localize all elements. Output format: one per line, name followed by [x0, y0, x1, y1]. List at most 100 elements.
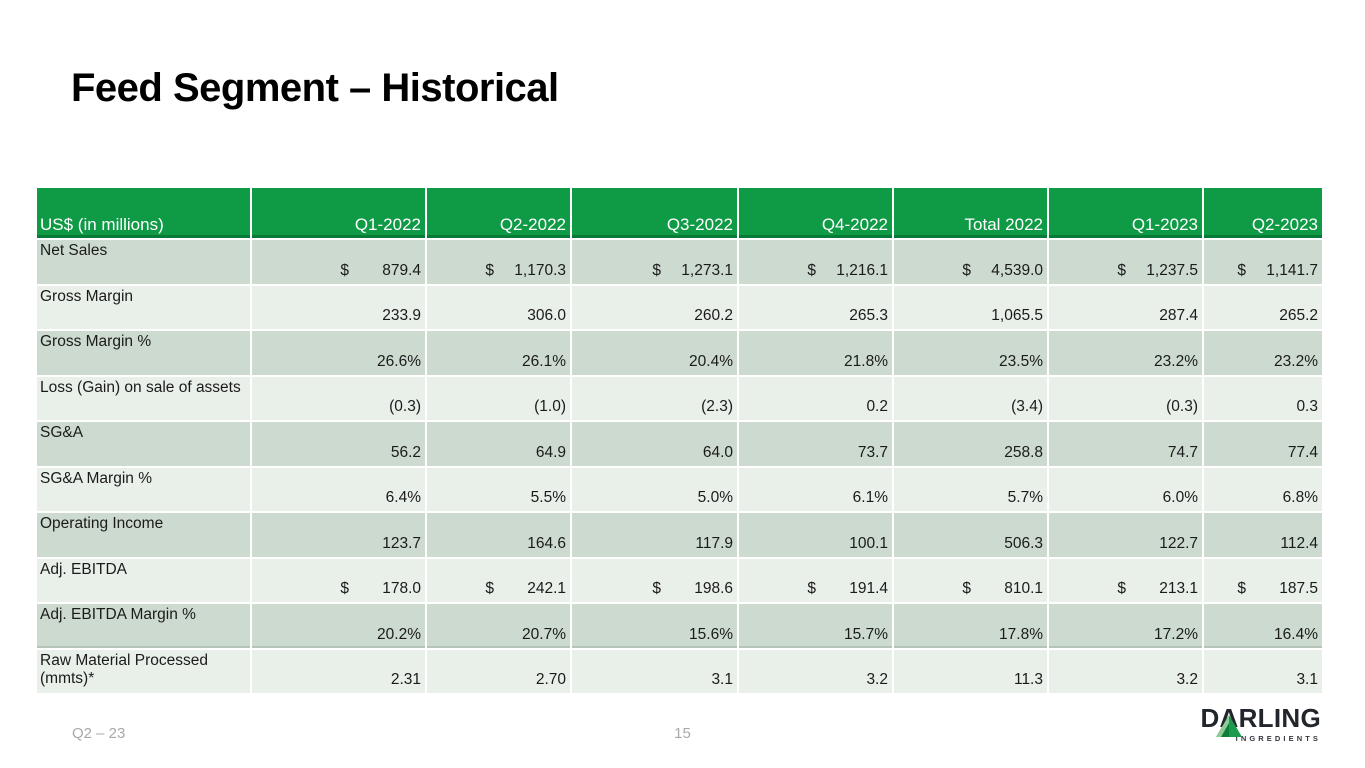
data-cell: 2.70 — [425, 647, 572, 695]
data-cell: 21.8% — [737, 329, 894, 377]
data-cell: $1,273.1 — [570, 238, 739, 286]
cell-value: 810.1 — [1004, 580, 1043, 597]
data-cell: 3.2 — [1047, 647, 1204, 695]
data-cell: 0.2 — [737, 374, 894, 422]
row-label: Gross Margin — [35, 283, 252, 331]
row-label: Loss (Gain) on sale of assets — [35, 374, 252, 422]
data-cell: (0.3) — [250, 374, 427, 422]
data-cell: 15.7% — [737, 602, 894, 650]
currency-symbol: $ — [652, 261, 661, 279]
data-cell: 20.2% — [250, 602, 427, 650]
table-row: Loss (Gain) on sale of assets (0.3) (1.0)(… — [35, 374, 1324, 422]
cell-value: 879.4 — [382, 261, 421, 279]
feed-segment-table: US$ (in millions) Q1-2022 Q2-2022 Q3-2022 Q4… — [35, 186, 1324, 695]
row-label: Operating Income — [35, 511, 252, 559]
row-label: Raw Material Processed (mmts)* — [35, 647, 252, 695]
row-label: Gross Margin % — [35, 329, 252, 377]
data-cell: 123.7 — [250, 511, 427, 559]
data-cell: 77.4 — [1202, 420, 1324, 468]
cell-value: 1,273.1 — [681, 261, 733, 279]
currency-symbol: $ — [652, 580, 661, 597]
data-cell: 56.2 — [250, 420, 427, 468]
data-cell: 17.8% — [892, 602, 1049, 650]
data-cell: 122.7 — [1047, 511, 1204, 559]
data-cell: 6.8% — [1202, 465, 1324, 513]
data-cell: 23.2% — [1202, 329, 1324, 377]
data-cell: 6.4% — [250, 465, 427, 513]
cell-value: 198.6 — [694, 580, 733, 597]
data-cell: $213.1 — [1047, 556, 1204, 604]
logo-subtext: INGREDIENTS — [1235, 734, 1321, 743]
data-cell: 64.0 — [570, 420, 739, 468]
currency-symbol: $ — [962, 261, 971, 279]
data-cell: 2.31 — [250, 647, 427, 695]
column-header: Q1-2022 — [250, 186, 427, 240]
data-cell: 64.9 — [425, 420, 572, 468]
data-cell: $1,237.5 — [1047, 238, 1204, 286]
data-cell: 233.9 — [250, 283, 427, 331]
table-row: Adj. EBITDA $178.0 $242.1 $198.6 $191.4 $810.… — [35, 556, 1324, 604]
table-row: Operating Income 123.7 164.6 117.9 100.1 506.… — [35, 511, 1324, 559]
data-cell: $242.1 — [425, 556, 572, 604]
data-cell: 3.1 — [570, 647, 739, 695]
table-row: Adj. EBITDA Margin % 20.2% 20.7% 15.6% 15.7%… — [35, 602, 1324, 650]
data-cell: 74.7 — [1047, 420, 1204, 468]
data-cell: 5.7% — [892, 465, 1049, 513]
table-row: SG&A 56.2 64.9 64.0 73.7 258.8 74.7 77.4 — [35, 420, 1324, 468]
data-cell: 164.6 — [425, 511, 572, 559]
column-header: Q2-2023 — [1202, 186, 1324, 240]
table-row: Net Sales $879.4 $1,170.3 $1,273.1 $1,216.1 $… — [35, 238, 1324, 286]
row-label: Adj. EBITDA Margin % — [35, 602, 252, 650]
data-cell: 112.4 — [1202, 511, 1324, 559]
table-row: Raw Material Processed (mmts)* 2.31 2.70 3.… — [35, 647, 1324, 695]
data-cell: 287.4 — [1047, 283, 1204, 331]
data-cell: 506.3 — [892, 511, 1049, 559]
row-label: Adj. EBITDA — [35, 556, 252, 604]
table-row: Gross Margin % 26.6% 26.1% 20.4% 21.8% 23.5% 2… — [35, 329, 1324, 377]
cell-value: 1,141.7 — [1266, 261, 1318, 279]
cell-value: 1,216.1 — [836, 261, 888, 279]
data-cell: 17.2% — [1047, 602, 1204, 650]
column-header: Total 2022 — [892, 186, 1049, 240]
cell-value: 4,539.0 — [991, 261, 1043, 279]
data-cell: 265.3 — [737, 283, 894, 331]
row-label: SG&A — [35, 420, 252, 468]
data-cell: $4,539.0 — [892, 238, 1049, 286]
footer-quarter-label: Q2 – 23 — [72, 725, 126, 742]
column-header: Q2-2022 — [425, 186, 572, 240]
cell-value: 187.5 — [1279, 580, 1318, 597]
pyramid-icon — [1216, 715, 1243, 737]
table-row: Gross Margin 233.9 306.0 260.2 265.3 1,065.5 2… — [35, 283, 1324, 331]
cell-value: 1,237.5 — [1146, 261, 1198, 279]
data-cell: 260.2 — [570, 283, 739, 331]
cell-value: 213.1 — [1159, 580, 1198, 597]
data-cell: 100.1 — [737, 511, 894, 559]
data-cell: 306.0 — [425, 283, 572, 331]
data-cell: 73.7 — [737, 420, 894, 468]
column-header: Q1-2023 — [1047, 186, 1204, 240]
table-header-row: US$ (in millions) Q1-2022 Q2-2022 Q3-2022 Q4… — [35, 186, 1324, 240]
slide-title: Feed Segment – Historical — [71, 66, 559, 110]
units-header: US$ (in millions) — [35, 186, 252, 240]
cell-value: 1,170.3 — [514, 261, 566, 279]
data-cell: 20.4% — [570, 329, 739, 377]
row-label: Net Sales — [35, 238, 252, 286]
currency-symbol: $ — [1237, 580, 1246, 597]
column-header: Q4-2022 — [737, 186, 894, 240]
currency-symbol: $ — [807, 261, 816, 279]
cell-value: 191.4 — [849, 580, 888, 597]
currency-symbol: $ — [1237, 261, 1246, 279]
logo-wordmark: DARLING — [1200, 705, 1321, 737]
table-row: SG&A Margin % 6.4% 5.5% 5.0% 6.1% 5.7% 6.0% 6.8… — [35, 465, 1324, 513]
company-logo: DARLING INGREDIENTS — [1191, 705, 1321, 743]
cell-value: 242.1 — [527, 580, 566, 597]
cell-value: 178.0 — [382, 580, 421, 597]
currency-symbol: $ — [485, 580, 494, 597]
data-cell: 6.0% — [1047, 465, 1204, 513]
data-cell: 117.9 — [570, 511, 739, 559]
currency-symbol: $ — [340, 261, 349, 279]
data-cell: 16.4% — [1202, 602, 1324, 650]
data-cell: $191.4 — [737, 556, 894, 604]
data-cell: $1,170.3 — [425, 238, 572, 286]
